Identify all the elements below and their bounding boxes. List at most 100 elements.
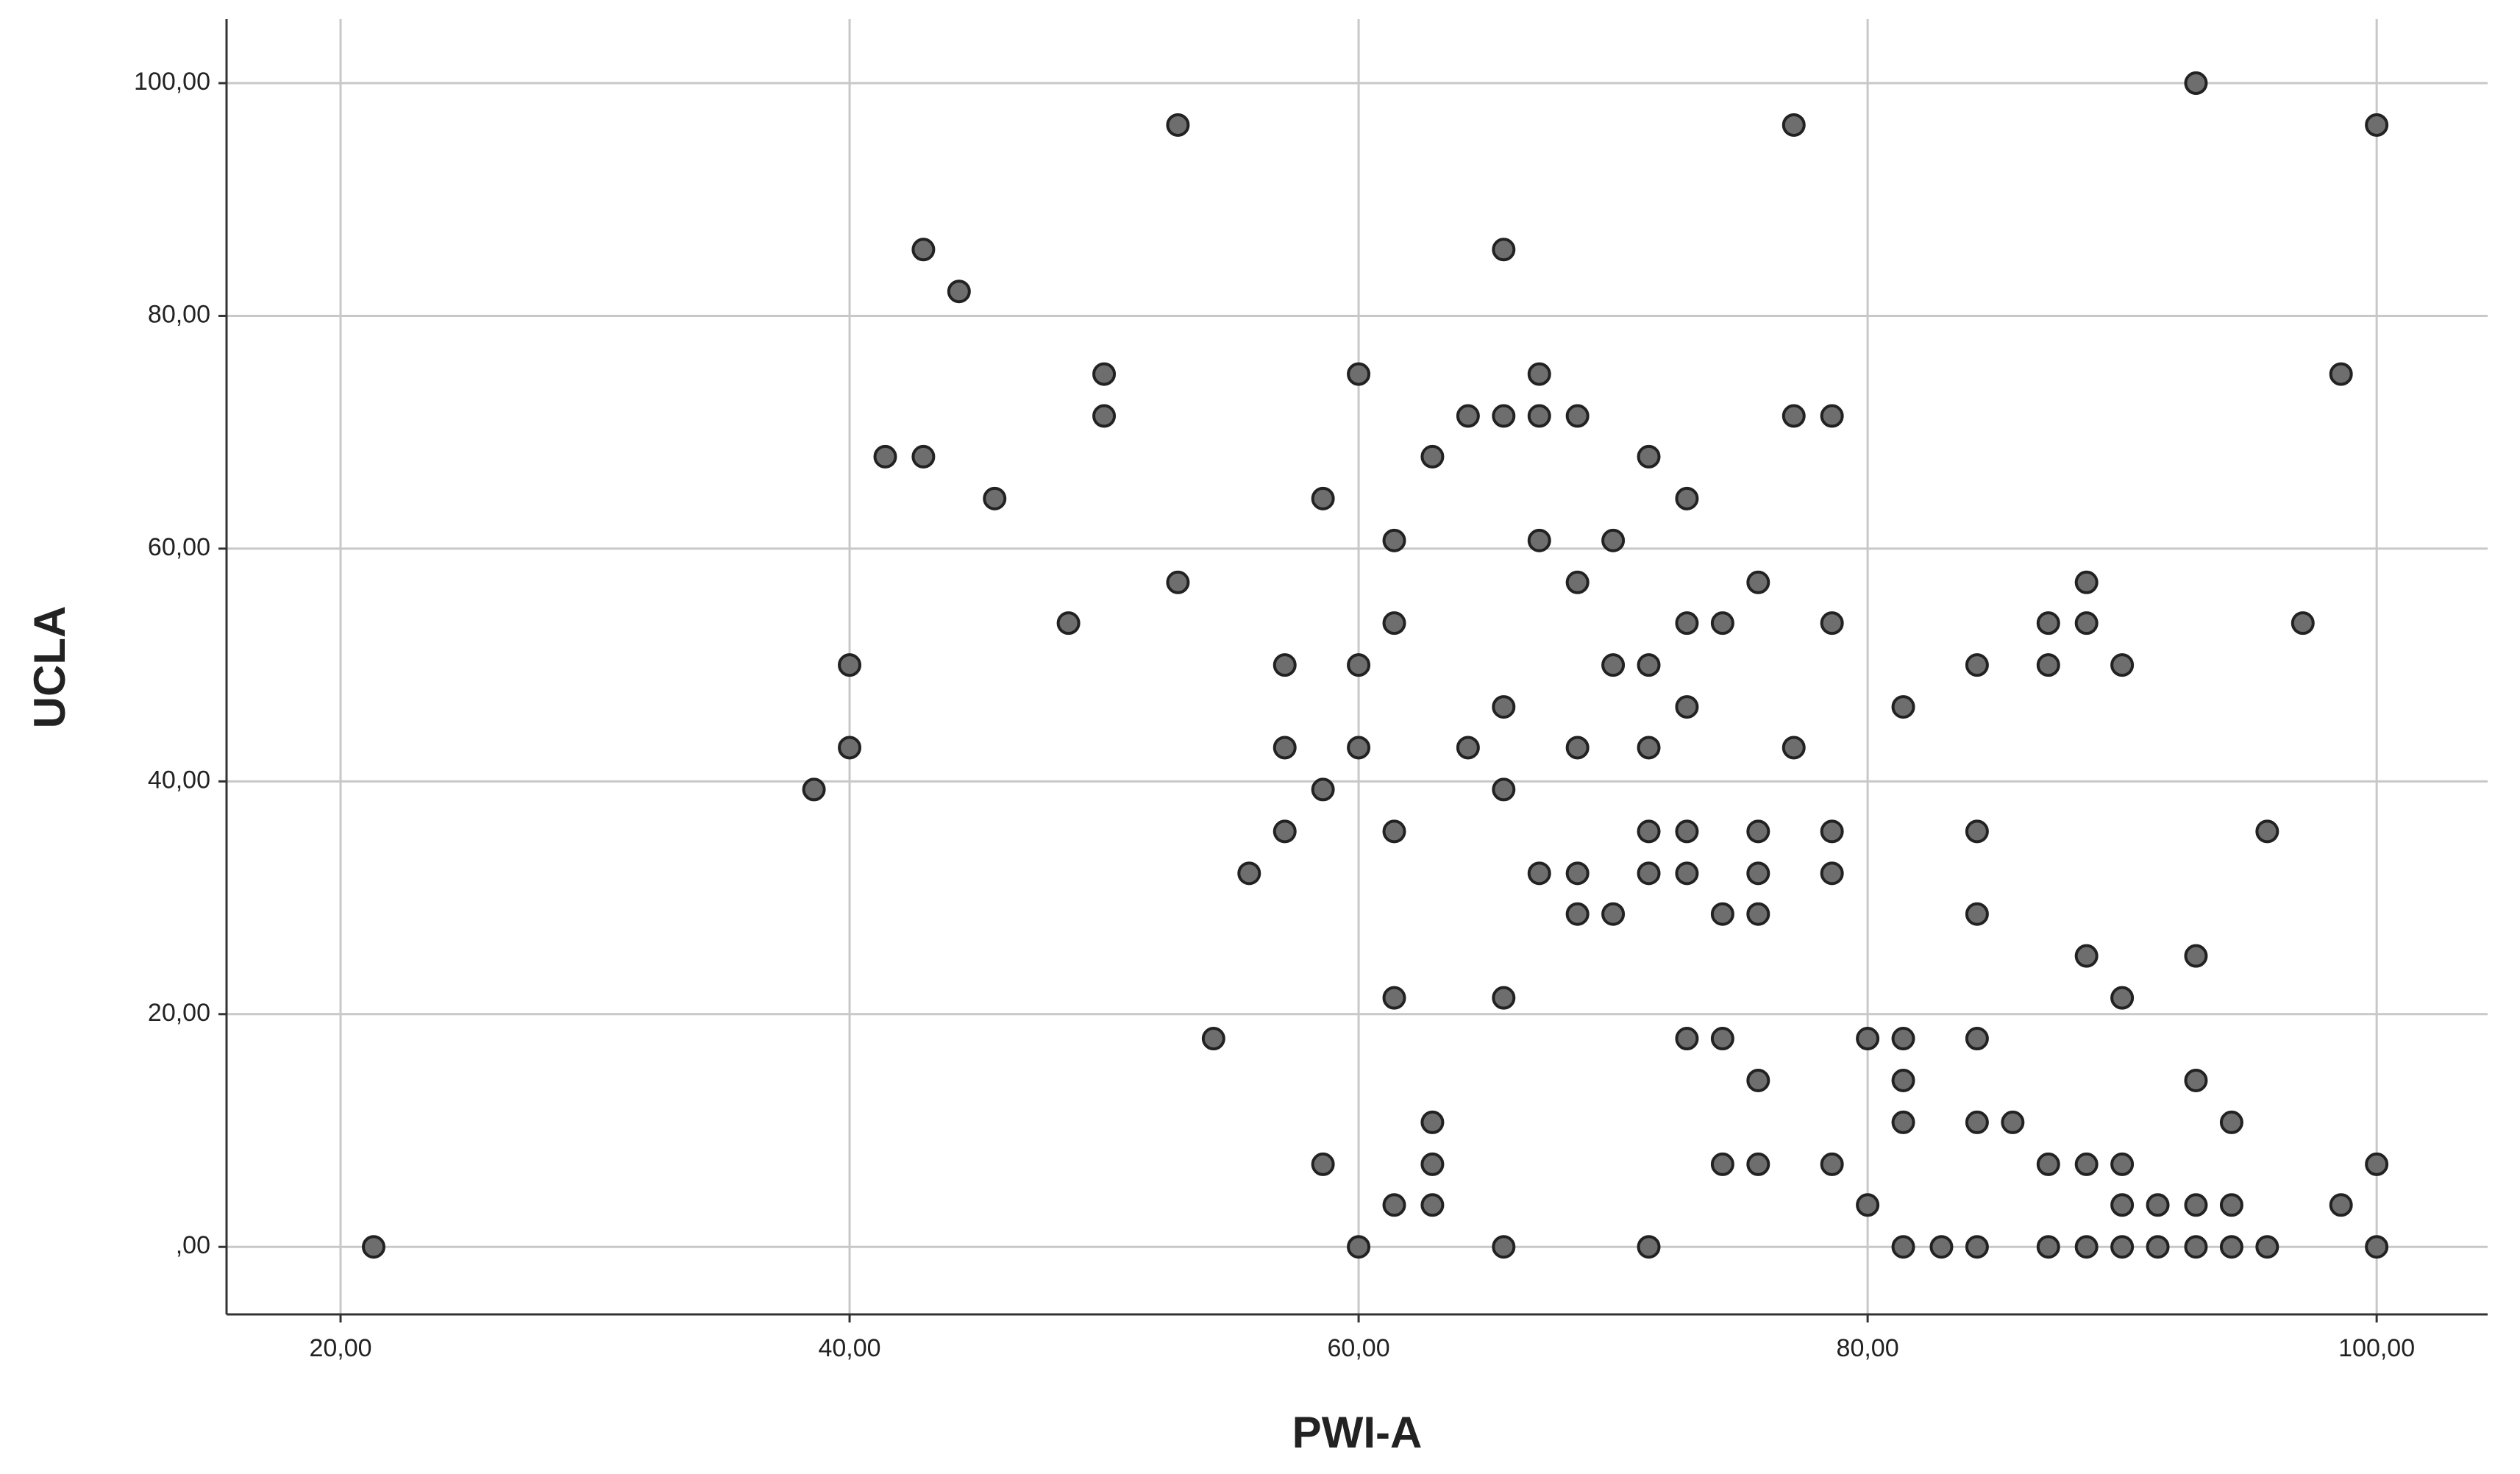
point	[1891, 1235, 1915, 1259]
point	[1565, 902, 1590, 926]
point	[1637, 819, 1661, 844]
point	[1273, 653, 1297, 677]
point	[2110, 986, 2135, 1010]
point	[2110, 1235, 2135, 1259]
point	[1637, 861, 1661, 886]
point	[911, 238, 936, 262]
point	[1492, 238, 1516, 262]
point	[1092, 362, 1117, 386]
point	[1492, 404, 1516, 428]
point	[1965, 1110, 1989, 1134]
point	[1746, 1152, 1770, 1176]
point	[1565, 861, 1590, 886]
point	[2219, 1110, 2243, 1134]
point	[1856, 1193, 1880, 1217]
point	[1746, 819, 1770, 844]
point	[2184, 1193, 2208, 1217]
point	[2184, 1068, 2208, 1092]
point	[2074, 944, 2099, 968]
point	[2036, 653, 2060, 677]
point	[1420, 1152, 1445, 1176]
point	[1710, 1152, 1734, 1176]
point	[1382, 611, 1406, 635]
point	[1420, 444, 1445, 469]
point	[2074, 611, 2099, 635]
point	[2329, 362, 2353, 386]
point	[1637, 444, 1661, 469]
point	[1420, 1193, 1445, 1217]
point	[2110, 1152, 2135, 1176]
point	[2255, 819, 2279, 844]
point	[2184, 71, 2208, 96]
point	[1746, 861, 1770, 886]
point	[1527, 861, 1551, 886]
point	[1782, 113, 1806, 137]
point	[1965, 1027, 1989, 1051]
point	[1746, 570, 1770, 594]
point	[2146, 1193, 2170, 1217]
point	[2219, 1193, 2243, 1217]
point	[1492, 986, 1516, 1010]
point	[983, 486, 1007, 510]
point	[1820, 861, 1844, 886]
point	[1675, 819, 1699, 844]
point	[1492, 777, 1516, 802]
point	[2184, 944, 2208, 968]
point	[1273, 736, 1297, 760]
point	[1347, 362, 1371, 386]
point	[1746, 1068, 1770, 1092]
point	[1527, 528, 1551, 552]
point	[2219, 1235, 2243, 1259]
point	[2074, 1152, 2099, 1176]
point	[838, 736, 862, 760]
y-axis-title: UCLA	[25, 606, 74, 729]
point	[2001, 1110, 2025, 1134]
point	[1166, 113, 1190, 137]
point	[1637, 1235, 1661, 1259]
point	[1311, 1152, 1335, 1176]
point	[1456, 404, 1480, 428]
y-tick-label: 60,00	[148, 533, 210, 561]
point	[2074, 570, 2099, 594]
y-tick-label: 20,00	[148, 999, 210, 1027]
point	[1675, 611, 1699, 635]
point	[1929, 1235, 1954, 1259]
points	[361, 71, 2389, 1259]
point	[2365, 113, 2389, 137]
point	[1856, 1027, 1880, 1051]
point	[838, 653, 862, 677]
point	[1710, 611, 1734, 635]
point	[1382, 986, 1406, 1010]
y-tick-label: 80,00	[148, 300, 210, 328]
point	[1601, 902, 1626, 926]
point	[1382, 819, 1406, 844]
point	[1456, 736, 1480, 760]
point	[1637, 736, 1661, 760]
point	[1166, 570, 1190, 594]
point	[1092, 404, 1117, 428]
point	[1311, 777, 1335, 802]
point	[1382, 1193, 1406, 1217]
point	[1891, 695, 1915, 719]
point	[1565, 404, 1590, 428]
x-tick-label: 100,00	[2338, 1334, 2415, 1362]
x-tick-label: 40,00	[818, 1334, 880, 1362]
point	[1782, 736, 1806, 760]
point	[2036, 1235, 2060, 1259]
point	[2329, 1193, 2353, 1217]
x-tick-label: 80,00	[1837, 1334, 1899, 1362]
point	[2036, 611, 2060, 635]
point	[2110, 1193, 2135, 1217]
point	[1965, 653, 1989, 677]
point	[1237, 861, 1261, 886]
x-tick-label: 60,00	[1328, 1334, 1390, 1362]
point	[802, 777, 826, 802]
point	[1311, 486, 1335, 510]
point	[1201, 1027, 1225, 1051]
point	[1382, 528, 1406, 552]
point	[1675, 861, 1699, 886]
point	[1782, 404, 1806, 428]
